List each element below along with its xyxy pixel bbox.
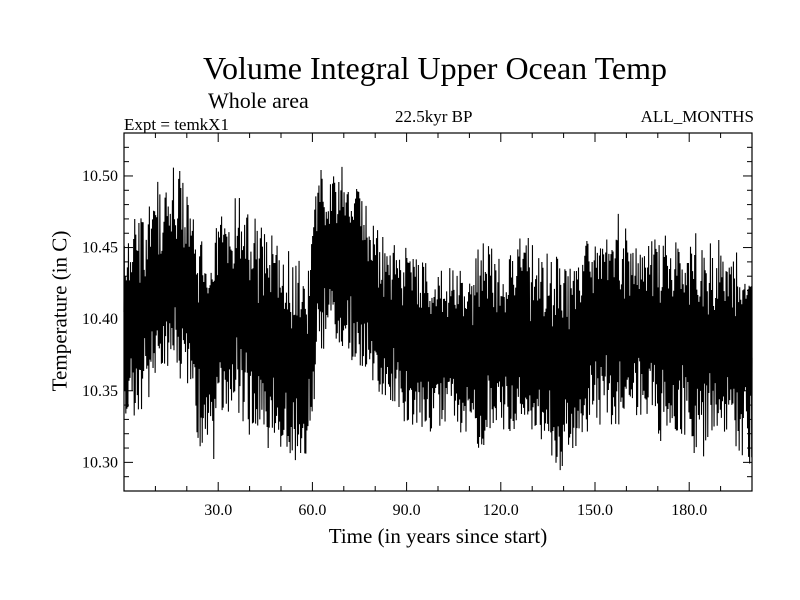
x-tick-label: 60.0 (298, 502, 326, 519)
series-group (123, 166, 753, 471)
x-tick-label: 120.0 (483, 502, 519, 519)
experiment-label: Expt = temkX1 (124, 115, 229, 134)
x-tick-label: 150.0 (577, 502, 613, 519)
y-tick-label: 10.50 (82, 168, 118, 185)
y-tick-label: 10.45 (82, 240, 118, 257)
x-tick-label: 90.0 (393, 502, 421, 519)
months-label: ALL_MONTHS (640, 107, 754, 126)
y-tick-label: 10.40 (82, 311, 118, 328)
y-axis-ticks: 10.30 10.35 10.40 10.45 10.50 (82, 146, 752, 478)
x-tick-label: 30.0 (204, 502, 232, 519)
chart-subtitle: Whole area (208, 88, 309, 113)
period-label: 22.5kyr BP (395, 107, 473, 126)
y-tick-label: 10.30 (82, 454, 118, 471)
x-tick-label: 180.0 (671, 502, 707, 519)
y-tick-label: 10.35 (82, 383, 118, 400)
x-axis-label: Time (in years since start) (328, 524, 548, 548)
chart-title: Volume Integral Upper Ocean Temp (203, 50, 667, 86)
x-axis-ticks: 30.0 60.0 90.0 120.0 150.0 180.0 (154, 133, 722, 519)
temperature-series-line (123, 166, 753, 471)
